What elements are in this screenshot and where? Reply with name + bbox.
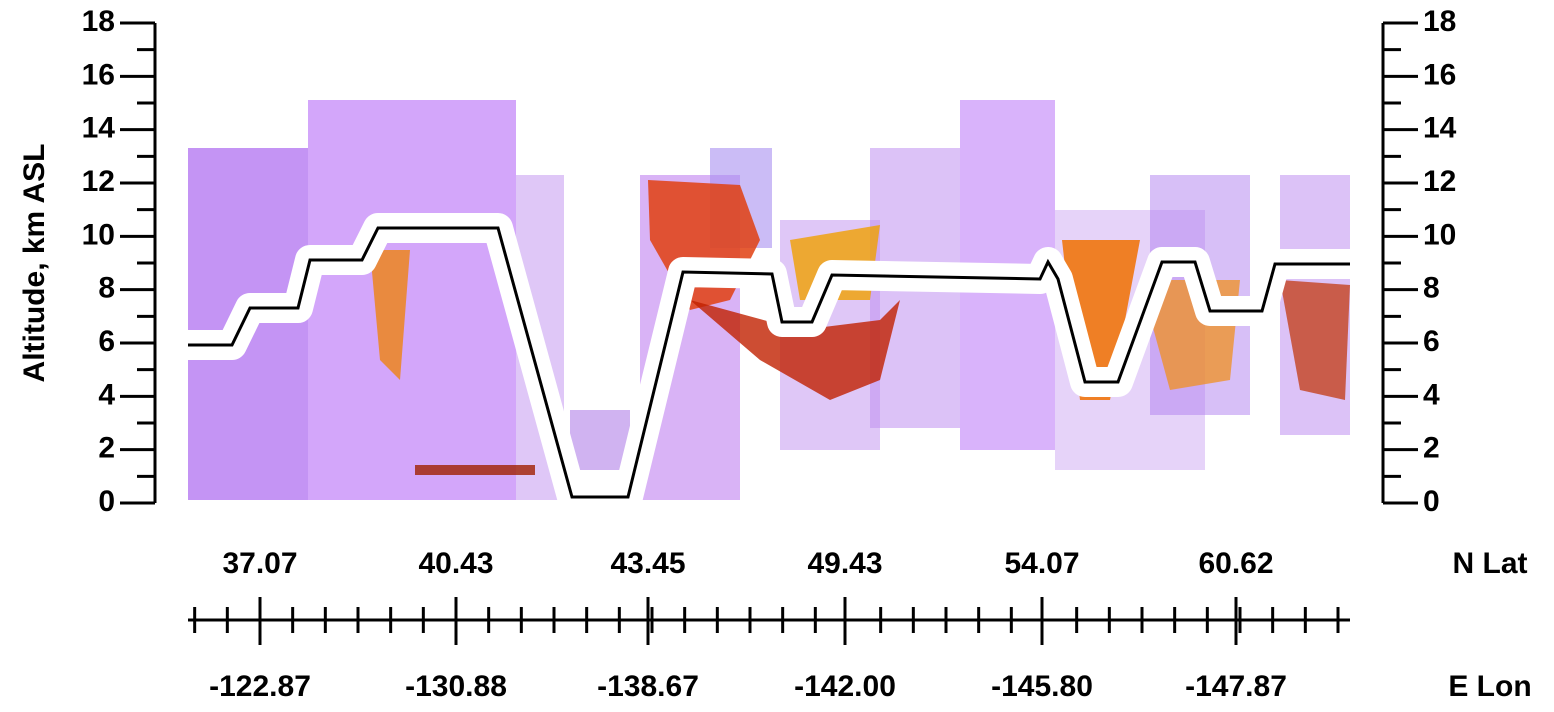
chart: Altitude, km ASL N Lat E Lon 0 2 4 6 8 10 12 14… bbox=[0, 0, 1554, 712]
y-tick-label: 12 bbox=[1423, 165, 1456, 198]
lon-tick-label: -130.88 bbox=[405, 670, 507, 703]
y-tick-label: 14 bbox=[82, 112, 116, 145]
y-tick-label: 4 bbox=[1423, 378, 1440, 411]
lon-tick-label: -138.67 bbox=[597, 670, 699, 703]
y-tick-label: 10 bbox=[1423, 218, 1456, 251]
y-tick-label: 2 bbox=[1423, 432, 1440, 465]
y-tick-label: 2 bbox=[98, 432, 115, 465]
y-tick-label: 12 bbox=[82, 165, 115, 198]
y-tick-label: 18 bbox=[1423, 5, 1456, 38]
y-tick-label: 18 bbox=[82, 5, 115, 38]
lat-tick-label: 43.45 bbox=[610, 547, 685, 580]
y-tick-label: 16 bbox=[82, 58, 115, 91]
lon-label: E Lon bbox=[1448, 670, 1531, 703]
y-tick-label: 14 bbox=[1423, 112, 1457, 145]
y-tick-label: 8 bbox=[98, 272, 115, 305]
y-tick-label: 4 bbox=[98, 378, 115, 411]
y-tick-label: 0 bbox=[1423, 485, 1440, 518]
lon-tick-label: -142.00 bbox=[794, 670, 896, 703]
lat-tick-label: 40.43 bbox=[418, 547, 493, 580]
lat-tick-label: 54.07 bbox=[1004, 547, 1079, 580]
lat-tick-label: 60.62 bbox=[1198, 547, 1273, 580]
lon-tick-label: -145.80 bbox=[991, 670, 1093, 703]
y-tick-label: 16 bbox=[1423, 58, 1456, 91]
y-tick-label: 6 bbox=[98, 325, 115, 358]
y-tick-label: 6 bbox=[1423, 325, 1440, 358]
y-axis-label: Altitude, km ASL bbox=[18, 144, 51, 383]
lat-tick-label: 49.43 bbox=[807, 547, 882, 580]
lat-tick-label: 37.07 bbox=[222, 547, 297, 580]
y-tick-label: 0 bbox=[98, 485, 115, 518]
lon-tick-label: -122.87 bbox=[209, 670, 311, 703]
curtain-image bbox=[188, 100, 1350, 500]
y-tick-label: 8 bbox=[1423, 272, 1440, 305]
lat-label: N Lat bbox=[1453, 547, 1528, 580]
lon-tick-label: -147.87 bbox=[1185, 670, 1287, 703]
y-tick-label: 10 bbox=[82, 218, 115, 251]
